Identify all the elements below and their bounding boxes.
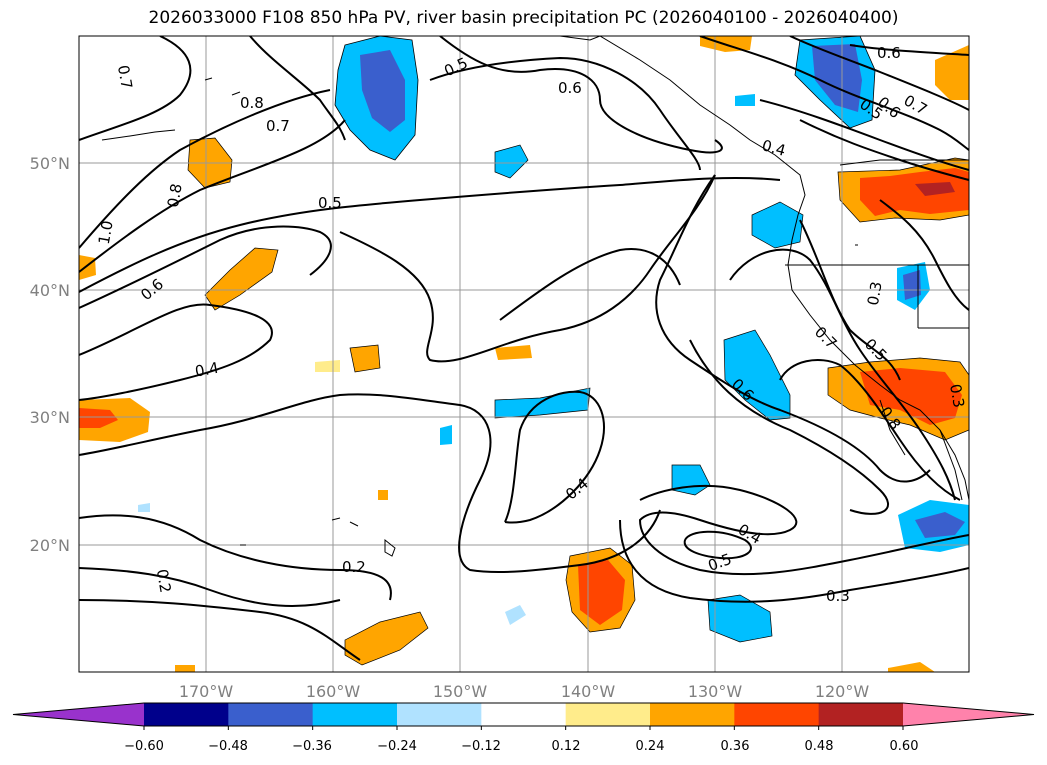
shaded-regions <box>79 36 969 672</box>
colorbar-segment <box>397 703 482 726</box>
contour-label: 0.8 <box>240 94 264 112</box>
map-frame <box>78 35 970 673</box>
lon-label: 150°W <box>433 682 488 701</box>
coastlines <box>101 36 969 557</box>
colorbar-tick-label: −0.36 <box>292 739 332 754</box>
colorbar-segment <box>650 703 735 726</box>
contour-label: 0.2 <box>342 558 366 576</box>
colorbar-tick-label: −0.48 <box>208 739 248 754</box>
lat-label: 30°N <box>30 408 70 427</box>
colorbar-tick-label: −0.24 <box>377 739 417 754</box>
contour-label: 0.6 <box>877 44 901 62</box>
colorbar-segment <box>818 703 904 726</box>
lon-label: 140°W <box>561 682 616 701</box>
colorbar-segment <box>228 703 314 726</box>
lon-label: 130°W <box>688 682 743 701</box>
colorbar-segment <box>312 703 398 726</box>
colorbar-labels: −0.60 −0.48 −0.36 −0.24 −0.12 0.12 0.24 … <box>124 739 918 754</box>
longitude-labels: 170°W 160°W 150°W 140°W 130°W 120°W <box>179 682 870 701</box>
lat-label: 20°N <box>30 536 70 555</box>
contour-label: 0.3 <box>864 280 886 307</box>
contour-label: 1.0 <box>95 219 117 246</box>
contour-label: 0.2 <box>153 568 175 595</box>
colorbar-tick-label: 0.24 <box>636 739 665 754</box>
colorbar-tick-label: −0.60 <box>124 739 164 754</box>
colorbar-segment <box>734 703 820 726</box>
pv-contours <box>79 36 969 661</box>
lon-label: 160°W <box>306 682 361 701</box>
contour-label: 0.7 <box>114 64 136 91</box>
colorbar-segment <box>144 703 229 726</box>
colorbar-tick-label: −0.12 <box>461 739 501 754</box>
colorbar <box>12 702 1035 730</box>
contour-label: 0.6 <box>558 79 582 97</box>
lat-label: 50°N <box>30 154 70 173</box>
contour-label: 0.5 <box>318 194 342 212</box>
map-title: 2026033000 F108 850 hPa PV, river basin … <box>148 8 899 28</box>
lon-label: 170°W <box>179 682 234 701</box>
colorbar-tick-label: 0.48 <box>805 739 834 754</box>
colorbar-tick-label: 0.36 <box>721 739 750 754</box>
colorbar-segment <box>481 703 567 726</box>
latitude-labels: 50°N 40°N 30°N 20°N <box>30 154 70 555</box>
contour-label: 0.4 <box>194 359 221 381</box>
lon-label: 120°W <box>815 682 870 701</box>
contour-label: 0.8 <box>164 182 186 209</box>
contour-label: 0.3 <box>946 383 968 410</box>
contour-label: 0.7 <box>266 117 290 135</box>
contour-label: 0.4 <box>760 136 788 160</box>
lat-label: 40°N <box>30 281 70 300</box>
colorbar-extend-high <box>903 703 1034 726</box>
colorbar-tick-label: 0.60 <box>890 739 919 754</box>
colorbar-tick-label: 0.12 <box>552 739 581 754</box>
graticule <box>79 36 969 672</box>
colorbar-extend-low <box>13 703 144 726</box>
map-area: 0.7 0.8 0.7 0.5 0.6 0.6 0.7 0.5 0.6 0.4 … <box>79 36 969 672</box>
colorbar-segment <box>565 703 651 726</box>
contour-label: 0.3 <box>826 587 850 605</box>
